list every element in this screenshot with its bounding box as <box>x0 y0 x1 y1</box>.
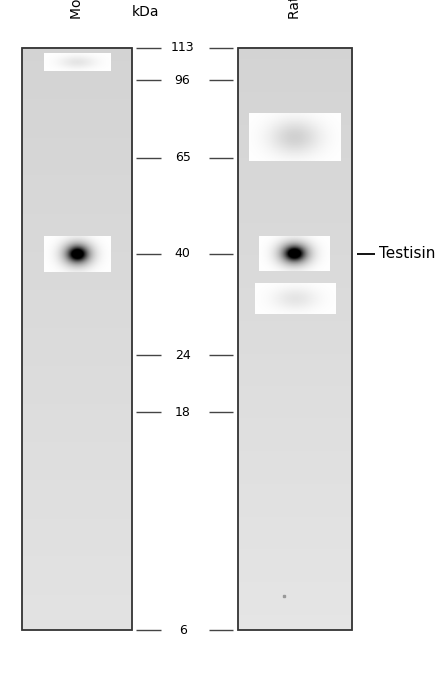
Text: 113: 113 <box>171 42 194 54</box>
Text: 6: 6 <box>179 624 187 636</box>
Text: 24: 24 <box>175 349 191 362</box>
Text: 96: 96 <box>175 74 191 87</box>
Bar <box>22 48 132 630</box>
Text: 65: 65 <box>175 151 191 164</box>
Bar <box>238 48 352 630</box>
Text: Mouse Testis: Mouse Testis <box>70 0 84 19</box>
Text: Testisin: Testisin <box>379 247 436 262</box>
Text: kDa: kDa <box>132 5 159 19</box>
Text: 40: 40 <box>175 247 191 260</box>
Text: Rat Testis: Rat Testis <box>288 0 302 19</box>
Text: 18: 18 <box>175 406 191 419</box>
